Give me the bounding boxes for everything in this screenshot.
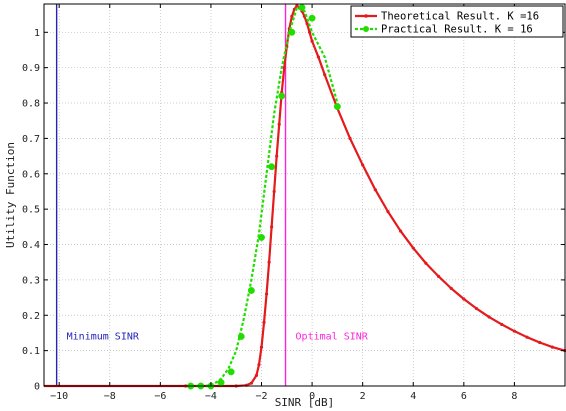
series-theoretical-point [348, 136, 352, 141]
x-tick-label: 8 [511, 391, 517, 402]
series-theoretical-point [386, 210, 390, 214]
series-theoretical-point [361, 163, 365, 167]
x-axis-label: SINR [dB] [275, 396, 335, 409]
series-theoretical-point [512, 329, 517, 333]
x-tick-label: −4 [205, 391, 217, 402]
series-theoretical-point [538, 340, 542, 345]
series-theoretical-point [411, 246, 415, 250]
legend-entry-theoretical: Theoretical Result. K =16 [381, 11, 539, 23]
series-theoretical-point [424, 261, 428, 265]
y-tick-label: 0.3 [22, 275, 40, 286]
series-practical-point [308, 14, 316, 22]
series-theoretical-point [272, 189, 276, 194]
x-tick-label: −6 [154, 391, 166, 402]
optimal-sinr-label: Optimal SINR [296, 331, 369, 342]
series-theoretical-point [550, 345, 554, 349]
series-theoretical-point [259, 345, 264, 349]
series-theoretical-point [295, 4, 299, 8]
legend-marker-practical [363, 26, 369, 32]
ticks: −10 −8 −6 −4 −2 0 2 4 6 8 0 0.1 0.2 0.3 0.4 0.5 0.6 0.7 0.… [22, 4, 565, 402]
y-tick-label: 0.8 [22, 99, 40, 110]
plot-frame [43, 3, 566, 387]
series-practical-point [258, 233, 265, 241]
x-tick-label: −8 [104, 391, 116, 402]
x-tick-label: −2 [255, 391, 267, 402]
series-practical-point [278, 92, 286, 100]
series-theoretical-point [257, 363, 261, 367]
y-tick-label: 0.1 [22, 346, 40, 357]
series-theoretical-point [323, 73, 327, 77]
y-tick-label: 1 [34, 28, 40, 39]
series-theoretical-point [305, 21, 309, 26]
x-tick-label: 2 [360, 391, 366, 402]
series-theoretical-point [264, 292, 269, 296]
series-group [44, 4, 566, 390]
series-theoretical-point [500, 322, 504, 327]
series-theoretical-point [290, 14, 294, 18]
series-practical-point [227, 368, 235, 376]
y-axis-label: Utility Function [4, 142, 17, 248]
y-tick-label: 0.4 [22, 240, 40, 251]
y-tick-label: 0.7 [22, 134, 40, 145]
series-practical-point [333, 103, 341, 111]
x-tick-label: 0 [309, 391, 315, 402]
series-theoretical-point [474, 306, 479, 311]
x-tick-label: −10 [50, 391, 68, 402]
series-theoretical-point [262, 320, 266, 324]
y-tick-label: 0.2 [22, 311, 40, 322]
y-tick-label: 0.6 [22, 169, 40, 180]
series-theoretical-point [275, 154, 279, 158]
series-theoretical-point [282, 66, 286, 70]
series-theoretical-point [254, 373, 259, 377]
series-practical-point [217, 379, 225, 386]
series-theoretical-point [277, 122, 281, 126]
series-theoretical-point [487, 315, 491, 319]
x-tick-label: 6 [461, 391, 467, 402]
series-practical-point [247, 287, 255, 294]
series-theoretical-point [249, 381, 253, 385]
series-theoretical-point [307, 30, 312, 34]
legend: Theoretical Result. K =16 Practical Resu… [350, 5, 564, 38]
legend-marker-theoretical [364, 14, 368, 18]
y-tick-label: 0.9 [22, 63, 40, 74]
series-theoretical-point [399, 229, 403, 233]
y-tick-label: 0.5 [22, 205, 40, 216]
series-theoretical-point [316, 55, 321, 59]
series-theoretical-point [373, 188, 377, 192]
grid [44, 4, 565, 387]
series-practical-point [288, 28, 296, 36]
legend-entry-practical: Practical Result. K = 16 [381, 24, 533, 36]
series-theoretical-point [462, 297, 466, 301]
minimum-sinr-label: Minimum SINR [67, 331, 140, 342]
y-tick-label: 0 [34, 382, 40, 393]
series-theoretical-point [310, 39, 314, 43]
series-theoretical-point [449, 286, 453, 290]
series-theoretical-point [267, 260, 271, 264]
x-tick-label: 4 [410, 391, 416, 402]
series-practical-point [237, 333, 245, 340]
series-theoretical-point [525, 335, 529, 339]
annotations: Minimum SINR Optimal SINR [67, 331, 369, 342]
series-theoretical-point [270, 225, 274, 229]
series-practical-point [268, 163, 276, 171]
series-practical-point [298, 4, 306, 11]
series-theoretical-point [436, 274, 441, 278]
legend-box [350, 5, 564, 38]
